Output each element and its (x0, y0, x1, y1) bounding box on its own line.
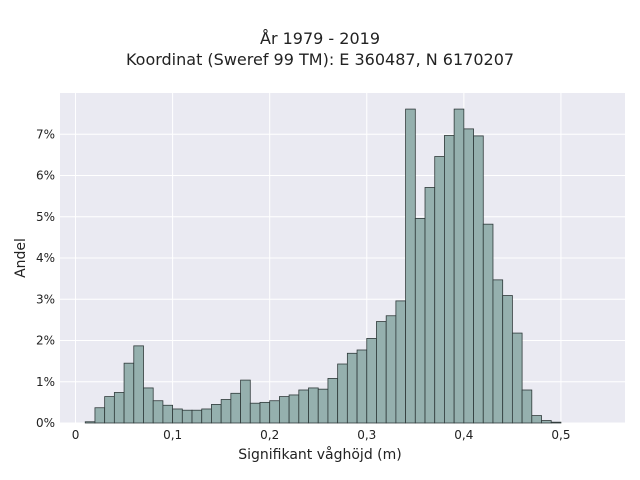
histogram-bar (541, 420, 552, 424)
x-tick-label: 0,2 (260, 428, 279, 442)
histogram-bar (220, 399, 232, 424)
histogram-bar (240, 379, 251, 424)
histogram-bar (317, 388, 329, 424)
histogram-bar (211, 404, 222, 424)
histogram-bar (278, 396, 290, 424)
x-tick-labels: 0 0,1 0,2 0,3 0,4 0,5 (72, 428, 571, 442)
y-tick-label: 2% (36, 334, 55, 348)
histogram-bar (521, 389, 533, 424)
histogram-bar (385, 315, 397, 424)
histogram-bar (104, 396, 115, 424)
histogram-bar (84, 421, 96, 424)
histogram-bar (356, 349, 368, 424)
y-tick-label: 0% (36, 416, 55, 430)
histogram-bar (405, 108, 416, 424)
x-tick-label: 0,4 (454, 428, 473, 442)
y-tick-label: 3% (36, 292, 55, 306)
histogram-bar (288, 394, 300, 424)
histogram-bar (123, 362, 135, 424)
histogram-bar (337, 363, 348, 424)
y-tick-label: 4% (36, 251, 55, 265)
histogram-bar (366, 338, 377, 424)
y-tick-label: 1% (36, 375, 55, 389)
histogram-bar (249, 402, 261, 424)
y-tick-labels: 0% 1% 2% 3% 4% 5% 6% 7% (36, 127, 55, 430)
histogram-bar (201, 408, 212, 424)
histogram-bar (181, 409, 193, 424)
histogram-bar (94, 407, 106, 424)
chart-title-line-1: År 1979 - 2019 (260, 29, 380, 48)
histogram-bar (550, 421, 562, 424)
histogram-bar (143, 387, 154, 424)
histogram-bar (230, 392, 241, 424)
histogram-bar (308, 387, 319, 424)
histogram-bar (395, 300, 407, 424)
histogram-bar (444, 135, 455, 424)
histogram-bar (414, 217, 426, 424)
histogram-bar (434, 156, 445, 424)
x-axis-label: Signifikant våghöjd (m) (238, 447, 402, 463)
y-axis-label: Andel (13, 238, 29, 278)
histogram-bars (84, 108, 562, 424)
histogram-bar (346, 352, 358, 424)
x-tick-label: 0,1 (163, 428, 182, 442)
y-tick-label: 5% (36, 210, 55, 224)
histogram-bar (453, 108, 465, 424)
histogram-bar (502, 295, 513, 424)
histogram-bar (133, 345, 144, 424)
histogram-bar (259, 401, 271, 424)
histogram-bar (424, 187, 436, 424)
histogram-bar (473, 135, 484, 424)
histogram-bar (191, 409, 203, 424)
chart-title-line-2: Koordinat (Sweref 99 TM): E 360487, N 61… (125, 50, 515, 69)
histogram-bar (298, 389, 309, 424)
histogram-bar (482, 223, 494, 424)
histogram-bar (113, 392, 125, 424)
y-tick-label: 7% (36, 127, 55, 141)
histogram-bar (162, 404, 174, 424)
histogram-bar (152, 400, 164, 424)
histogram-bar (269, 400, 280, 424)
histogram-bar (531, 415, 542, 424)
y-tick-label: 6% (36, 169, 55, 183)
histogram-bar (463, 128, 474, 424)
x-tick-label: 0 (72, 428, 80, 442)
histogram-bar (511, 332, 523, 424)
histogram-bar (376, 321, 387, 424)
histogram-bar (492, 279, 504, 424)
histogram-bar (327, 378, 339, 424)
x-tick-label: 0,3 (357, 428, 376, 442)
x-tick-label: 0,5 (551, 428, 570, 442)
histogram-bar (172, 408, 183, 424)
